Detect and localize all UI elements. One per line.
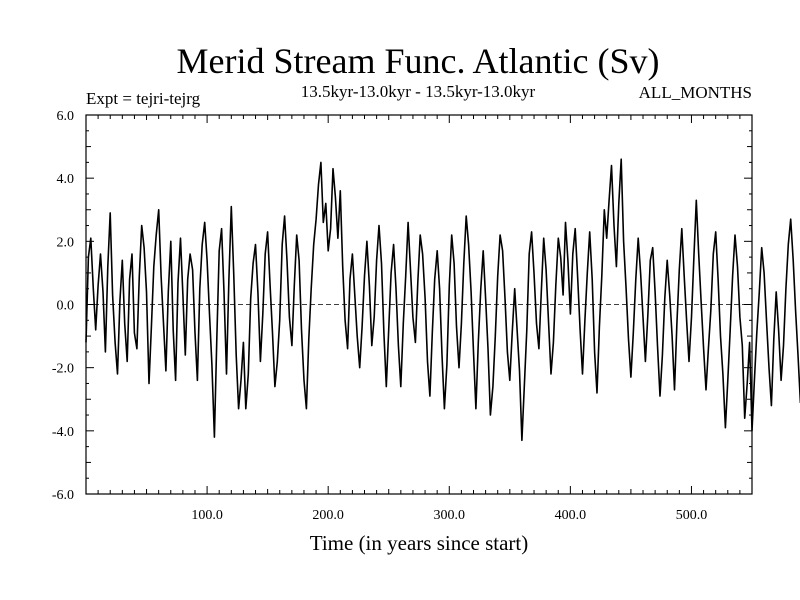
y-tick-label: 0.0 xyxy=(57,299,75,314)
plot-area-frame xyxy=(85,114,753,495)
tick-labels: 6.0 4.0 2.0 0.0 -2.0 -4.0 -6.0 100.0 200.0 300.0 4… xyxy=(52,109,707,523)
x-tick-label: 400.0 xyxy=(555,508,587,523)
y-tick-label: 4.0 xyxy=(57,172,75,187)
series-line xyxy=(85,158,800,442)
series-group xyxy=(85,158,800,442)
x-tick-label: 100.0 xyxy=(191,508,223,523)
y-tick-label: -2.0 xyxy=(52,362,74,377)
months-label: ALL_MONTHS xyxy=(639,83,752,102)
y-tick-label: -6.0 xyxy=(52,488,74,503)
y-tick-label: 6.0 xyxy=(57,109,75,124)
chart-subtitle: 13.5kyr-13.0kyr - 13.5kyr-13.0kyr xyxy=(301,82,536,101)
chart-title: Merid Stream Func. Atlantic (Sv) xyxy=(177,41,660,81)
y-tick-label: -4.0 xyxy=(52,425,74,440)
x-axis-label: Time (in years since start) xyxy=(310,531,529,555)
x-tick-label: 500.0 xyxy=(676,508,708,523)
x-tick-label: 200.0 xyxy=(312,508,344,523)
x-tick-label: 300.0 xyxy=(434,508,466,523)
y-tick-label: 2.0 xyxy=(57,235,75,250)
expt-label: Expt = tejri-tejrg xyxy=(86,89,201,108)
